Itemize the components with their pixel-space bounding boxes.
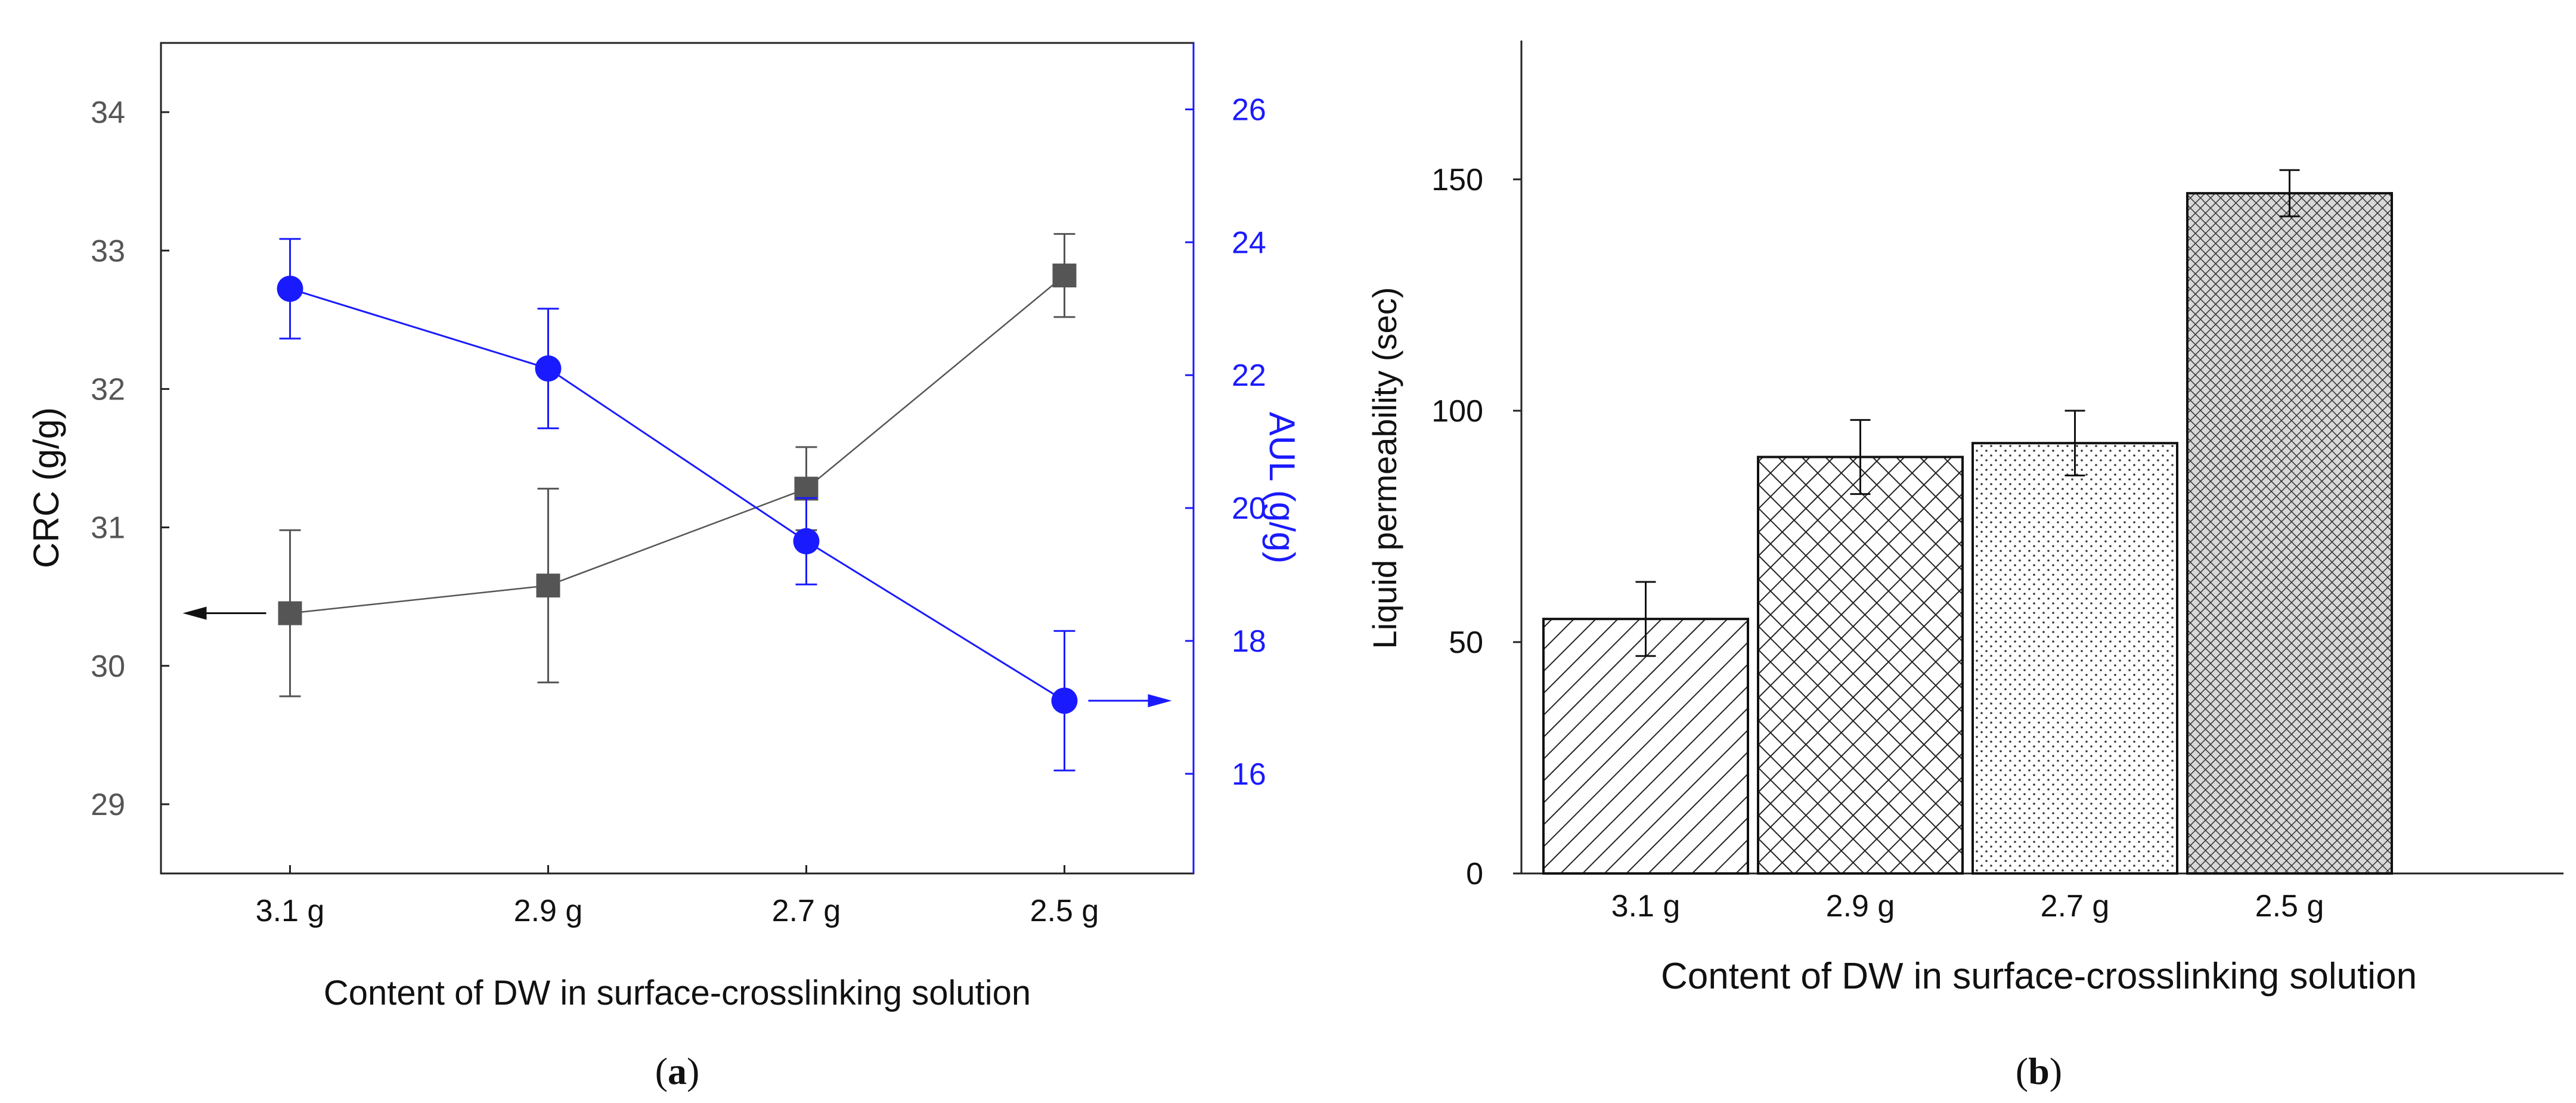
y-tick-label: 150 bbox=[1431, 163, 1483, 197]
x-tick-label: 2.7 g bbox=[2041, 889, 2110, 924]
panel-a-chart: 29 30 31 32 33 34 16 18 20 22 24 26 3.1 g 2.9 g 2.7 … bbox=[26, 42, 1302, 1092]
x-tick-label: 2.9 g bbox=[514, 894, 583, 928]
left-tick-label: 30 bbox=[91, 649, 125, 684]
y-tick-label: 0 bbox=[1466, 857, 1483, 891]
right-tick-label: 16 bbox=[1232, 757, 1266, 792]
panel-a-caption: (a) bbox=[655, 1050, 700, 1092]
left-tick-label: 33 bbox=[91, 234, 125, 268]
left-tick-label: 29 bbox=[91, 788, 125, 822]
panel-b-x-axis-label: Content of DW in surface-crosslinking so… bbox=[1661, 956, 2417, 997]
bar bbox=[1757, 456, 1964, 875]
panel-b-x-ticks: 3.1 g 2.9 g 2.7 g 2.5 g bbox=[1611, 889, 2324, 924]
right-tick-label: 22 bbox=[1232, 358, 1266, 393]
crc-axis-arrow-head bbox=[182, 606, 207, 620]
panel-a-left-ticks: 29 30 31 32 33 34 bbox=[91, 95, 169, 822]
aul-point bbox=[793, 528, 820, 554]
panel-b-bars bbox=[1542, 169, 2393, 875]
left-tick-label: 32 bbox=[91, 372, 125, 407]
right-tick-label: 24 bbox=[1232, 225, 1266, 260]
bar bbox=[1542, 618, 1749, 875]
left-tick-label: 34 bbox=[91, 95, 125, 130]
left-tick-label: 31 bbox=[91, 511, 125, 546]
x-tick-label: 2.7 g bbox=[772, 894, 841, 928]
x-tick-label: 2.5 g bbox=[2255, 889, 2324, 924]
crc-point bbox=[1052, 264, 1077, 288]
x-tick-label: 2.9 g bbox=[1826, 889, 1895, 924]
panel-b-caption: (b) bbox=[2016, 1050, 2062, 1092]
crc-point bbox=[536, 574, 560, 598]
right-tick-label: 20 bbox=[1232, 491, 1266, 526]
panel-b-y-ticks: 0 50 100 150 bbox=[1431, 163, 1521, 891]
panel-a-x-ticks: 3.1 g 2.9 g 2.7 g 2.5 g bbox=[256, 865, 1099, 928]
crc-point bbox=[794, 476, 819, 501]
panel-a-series bbox=[277, 233, 1078, 772]
x-tick-label: 3.1 g bbox=[1611, 889, 1681, 924]
x-tick-label: 3.1 g bbox=[256, 894, 325, 928]
y-tick-label: 100 bbox=[1431, 394, 1483, 429]
panel-a-left-axis-label: CRC (g/g) bbox=[26, 407, 66, 568]
right-tick-label: 26 bbox=[1232, 92, 1266, 127]
aul-series-line bbox=[290, 287, 1065, 702]
panel-a-x-axis-label: Content of DW in surface-crosslinking so… bbox=[324, 974, 1031, 1012]
panel-b-chart: 0 50 100 150 3.1 g 2.9 g 2.7 g 2.5 g Liquid pe… bbox=[1366, 41, 2563, 1092]
panel-a-plot-frame bbox=[160, 42, 1195, 875]
aul-point bbox=[1051, 687, 1078, 714]
crc-series-line bbox=[290, 275, 1065, 614]
y-tick-label: 50 bbox=[1449, 625, 1483, 660]
aul-point bbox=[535, 355, 562, 382]
panel-a-right-ticks: 16 18 20 22 24 26 bbox=[1185, 92, 1266, 792]
panel-b-y-axis-label: Liquid permeability (sec) bbox=[1366, 287, 1403, 649]
bar bbox=[1971, 442, 2178, 875]
aul-point bbox=[277, 275, 303, 302]
crc-point bbox=[278, 601, 302, 625]
aul-axis-arrow-head bbox=[1148, 694, 1172, 708]
x-tick-label: 2.5 g bbox=[1030, 894, 1099, 928]
panel-a-right-axis-label: AUL (g/g) bbox=[1262, 412, 1302, 564]
panel-a-axis-arrows bbox=[182, 606, 1172, 708]
right-tick-label: 18 bbox=[1232, 624, 1266, 659]
bar bbox=[2186, 192, 2393, 875]
